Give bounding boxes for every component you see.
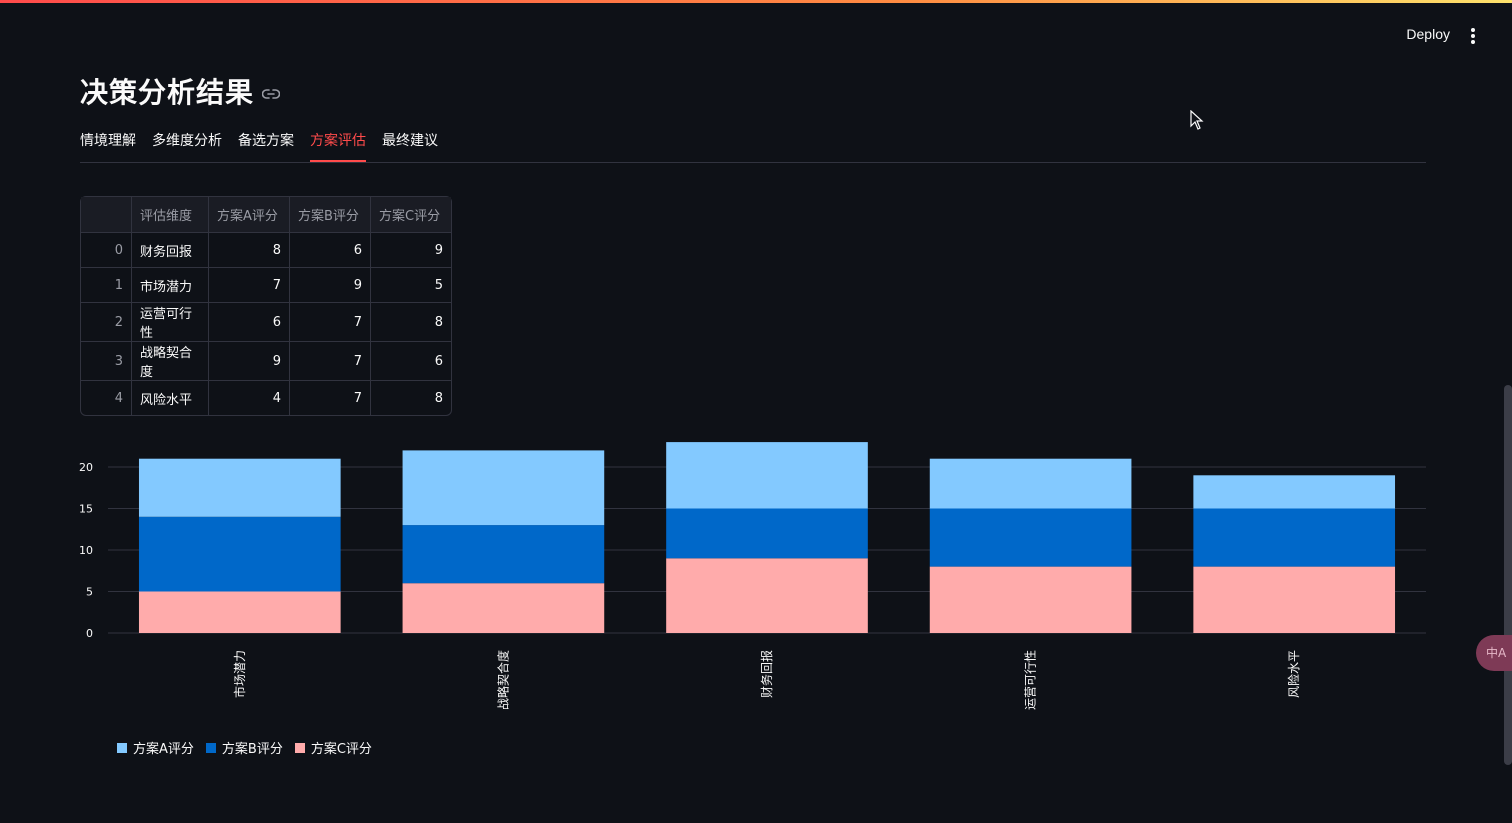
legend-item-b[interactable]: 方案B评分 bbox=[205, 738, 283, 757]
page-title: 决策分析结果 bbox=[80, 76, 255, 109]
link-icon[interactable] bbox=[261, 85, 281, 104]
x-tick-label: 运营可行性 bbox=[1024, 650, 1038, 710]
table-row: 2 运营可行性 6 7 8 bbox=[81, 303, 451, 342]
stacked-bar-chart[interactable]: 0 5 10 15 20 市场潜力 战略契合度 财务回报 运营可行性 风险水平 bbox=[0, 430, 1512, 770]
row-index: 2 bbox=[81, 303, 132, 342]
legend-label: 方案C评分 bbox=[310, 742, 372, 757]
tab-bar: 情境理解 多维度分析 备选方案 方案评估 最终建议 bbox=[80, 128, 1426, 163]
x-tick-label: 市场潜力 bbox=[232, 650, 247, 698]
y-tick-label: 10 bbox=[79, 544, 93, 557]
table-row: 4 风险水平 4 7 8 bbox=[81, 381, 451, 415]
tab-multi-dimension[interactable]: 多维度分析 bbox=[152, 133, 222, 149]
cell-c[interactable]: 9 bbox=[371, 233, 451, 268]
x-tick-label: 战略契合度 bbox=[495, 650, 510, 710]
bar-segment[interactable] bbox=[1193, 566, 1396, 633]
bar-segment[interactable] bbox=[1193, 475, 1396, 509]
legend-swatch bbox=[117, 742, 127, 753]
cell-a[interactable]: 4 bbox=[209, 381, 290, 415]
cell-a[interactable]: 8 bbox=[209, 233, 290, 268]
bar-segment[interactable] bbox=[666, 442, 868, 509]
legend-label: 方案A评分 bbox=[133, 742, 194, 757]
cell-b[interactable]: 7 bbox=[290, 381, 371, 415]
cell-a[interactable]: 9 bbox=[209, 342, 290, 381]
mouse-cursor-icon bbox=[1190, 110, 1204, 130]
column-header-b[interactable]: 方案B评分 bbox=[290, 197, 371, 233]
bar-segment[interactable] bbox=[929, 508, 1132, 567]
column-header-index bbox=[81, 197, 132, 233]
column-header-a[interactable]: 方案A评分 bbox=[209, 197, 290, 233]
chart-legend: 方案A评分 方案B评分 方案C评分 bbox=[117, 738, 384, 757]
cell-c[interactable]: 8 bbox=[371, 303, 451, 342]
tab-situation[interactable]: 情境理解 bbox=[80, 133, 136, 149]
cell-b[interactable]: 9 bbox=[290, 268, 371, 303]
row-index: 4 bbox=[81, 381, 132, 415]
y-tick-label: 15 bbox=[79, 503, 93, 516]
column-header-dimension[interactable]: 评估维度 bbox=[132, 197, 209, 233]
bar-segment[interactable] bbox=[1193, 508, 1396, 567]
tab-recommendation[interactable]: 最终建议 bbox=[382, 133, 438, 149]
cell-b[interactable]: 7 bbox=[290, 303, 371, 342]
y-tick-label: 5 bbox=[86, 586, 93, 599]
legend-item-c[interactable]: 方案C评分 bbox=[294, 738, 372, 757]
chart-svg: 0 5 10 15 20 市场潜力 战略契合度 财务回报 运营可行性 风险水平 bbox=[79, 442, 1426, 710]
title-row: 决策分析结果 bbox=[80, 70, 281, 112]
app-header: Deploy bbox=[1212, 0, 1512, 72]
legend-label: 方案B评分 bbox=[221, 742, 283, 757]
row-index: 3 bbox=[81, 342, 132, 381]
translate-widget-button[interactable]: 中A bbox=[1476, 635, 1512, 671]
tab-alternatives[interactable]: 备选方案 bbox=[238, 133, 294, 149]
legend-swatch bbox=[205, 742, 216, 753]
deploy-button[interactable]: Deploy bbox=[1406, 26, 1450, 42]
cell-b[interactable]: 7 bbox=[290, 342, 371, 381]
top-decoration-bar bbox=[0, 0, 1512, 3]
cell-a[interactable]: 6 bbox=[209, 303, 290, 342]
bar-segment[interactable] bbox=[138, 591, 341, 634]
kebab-menu-icon[interactable] bbox=[1464, 26, 1482, 46]
cell-dimension[interactable]: 风险水平 bbox=[132, 381, 209, 415]
cell-dimension[interactable]: 运营可行性 bbox=[132, 303, 209, 342]
bar-segment[interactable] bbox=[402, 583, 605, 633]
bar-segment[interactable] bbox=[138, 516, 341, 592]
row-index: 1 bbox=[81, 268, 132, 303]
table-row: 0 财务回报 8 6 9 bbox=[81, 233, 451, 268]
bar-segment[interactable] bbox=[666, 558, 868, 633]
table-row: 1 市场潜力 7 9 5 bbox=[81, 268, 451, 303]
cell-c[interactable]: 8 bbox=[434, 390, 443, 406]
row-index: 0 bbox=[81, 233, 132, 268]
bar-segment[interactable] bbox=[138, 458, 341, 517]
cell-c[interactable]: 6 bbox=[371, 342, 451, 381]
bar-segment[interactable] bbox=[929, 566, 1132, 633]
cell-a[interactable]: 7 bbox=[209, 268, 290, 303]
y-tick-label: 20 bbox=[79, 461, 93, 474]
cell-dimension[interactable]: 战略契合度 bbox=[132, 342, 209, 381]
table-row: 3 战略契合度 9 7 6 bbox=[81, 342, 451, 381]
cell-c[interactable]: 5 bbox=[371, 268, 451, 303]
column-header-c[interactable]: 方案C评分 bbox=[371, 197, 451, 233]
bar-segment[interactable] bbox=[402, 525, 605, 584]
y-tick-label: 0 bbox=[86, 627, 93, 640]
x-tick-label: 财务回报 bbox=[759, 650, 774, 698]
cell-dimension[interactable]: 市场潜力 bbox=[132, 268, 209, 303]
x-tick-label: 风险水平 bbox=[1286, 650, 1301, 698]
evaluation-table[interactable]: 评估维度 方案A评分 方案B评分 方案C评分 0 财务回报 8 6 9 1 市场… bbox=[80, 196, 452, 416]
cell-b[interactable]: 6 bbox=[290, 233, 371, 268]
legend-item-a[interactable]: 方案A评分 bbox=[117, 738, 194, 757]
table-header-row: 评估维度 方案A评分 方案B评分 方案C评分 bbox=[81, 197, 451, 233]
page-scrollbar[interactable] bbox=[1504, 385, 1512, 765]
tab-evaluation[interactable]: 方案评估 bbox=[310, 128, 366, 162]
legend-swatch bbox=[294, 742, 305, 753]
bar-segment[interactable] bbox=[402, 450, 605, 526]
cell-dimension[interactable]: 财务回报 bbox=[132, 233, 209, 268]
bar-segment[interactable] bbox=[666, 508, 868, 559]
bar-segment[interactable] bbox=[929, 458, 1132, 509]
